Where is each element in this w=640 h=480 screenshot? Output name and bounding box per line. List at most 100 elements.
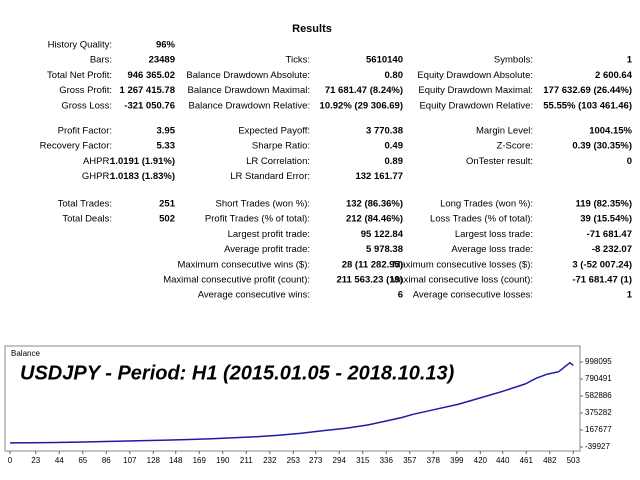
metric-value: 5.33 — [157, 141, 176, 152]
metric-label: Short Trades (won %): — [215, 199, 310, 210]
metric-value: 946 365.02 — [127, 70, 175, 81]
metric-value: 95 122.84 — [361, 229, 404, 240]
metric-label: Profit Trades (% of total): — [205, 214, 310, 225]
metric-label: Recovery Factor: — [40, 141, 112, 152]
metric-label: Balance Drawdown Relative: — [189, 100, 310, 111]
x-tick-label: 440 — [496, 456, 510, 465]
metric-value: -321 050.76 — [124, 100, 175, 111]
y-tick-label: 375282 — [585, 408, 612, 417]
x-tick-label: 211 — [240, 456, 253, 465]
x-tick-label: 253 — [287, 456, 301, 465]
x-tick-label: 44 — [55, 456, 64, 465]
metric-label: Maximum consecutive losses ($): — [393, 259, 533, 270]
metric-value: 3 770.38 — [366, 126, 403, 137]
y-tick-label: 167677 — [585, 425, 612, 434]
y-tick-label: 998095 — [585, 357, 612, 366]
metric-value: 1 267 415.78 — [120, 85, 175, 96]
metric-value: 132 (86.36%) — [346, 199, 403, 210]
metric-value: 6 — [398, 290, 403, 301]
x-tick-label: 336 — [380, 456, 394, 465]
metric-label: OnTester result: — [466, 156, 533, 167]
metric-label: Maximum consecutive wins ($): — [177, 259, 310, 270]
series-label: Balance — [11, 349, 40, 358]
y-tick-label: -39927 — [585, 442, 610, 451]
metric-value: 502 — [159, 214, 175, 225]
x-tick-label: 357 — [403, 456, 417, 465]
metric-label: Total Trades: — [58, 199, 112, 210]
y-tick-label: 790491 — [585, 374, 612, 383]
metric-label: Gross Profit: — [59, 85, 112, 96]
x-tick-label: 420 — [474, 456, 488, 465]
metric-label: Average profit trade: — [224, 244, 310, 255]
metric-label: Largest loss trade: — [455, 229, 533, 240]
metric-value: 177 632.69 (26.44%) — [543, 85, 632, 96]
metric-value: 0.80 — [385, 70, 404, 81]
metric-value: -71 681.47 — [587, 229, 632, 240]
metric-label: AHPR: — [83, 156, 112, 167]
x-tick-label: 0 — [8, 456, 13, 465]
metric-label: Equity Drawdown Maximal: — [418, 85, 533, 96]
metric-label: Average loss trade: — [451, 244, 533, 255]
x-tick-label: 232 — [263, 456, 277, 465]
metric-label: Ticks: — [286, 55, 310, 66]
metric-value: 1.0183 (1.83%) — [110, 171, 175, 182]
x-tick-label: 190 — [216, 456, 230, 465]
metric-value: -71 681.47 (1) — [572, 275, 632, 286]
metric-label: Gross Loss: — [61, 100, 112, 111]
metric-value: 2 600.64 — [595, 70, 633, 81]
x-tick-label: 86 — [102, 456, 111, 465]
metric-label: Maximal consecutive profit (count): — [163, 275, 310, 286]
metric-label: Equity Drawdown Relative: — [419, 100, 533, 111]
metric-label: LR Standard Error: — [230, 171, 310, 182]
metric-value: 3 (-52 007.24) — [572, 259, 632, 270]
metric-value: 211 563.23 (19) — [336, 275, 403, 286]
y-tick-label: 582886 — [585, 391, 612, 400]
metric-label: Balance Drawdown Absolute: — [186, 70, 310, 81]
metric-value: 39 (15.54%) — [580, 214, 632, 225]
metric-value: 1 — [627, 290, 633, 301]
metric-label: Z-Score: — [497, 141, 533, 152]
x-tick-label: 294 — [333, 456, 347, 465]
metric-label: Average consecutive wins: — [198, 290, 310, 301]
metric-label: Largest profit trade: — [228, 229, 310, 240]
balance-line — [9, 361, 574, 444]
metric-value: 0 — [627, 156, 632, 167]
metric-value: 28 (11 282.95) — [342, 259, 403, 270]
metric-value: 0.39 (30.35%) — [572, 141, 632, 152]
metric-value: 0.49 — [385, 141, 404, 152]
metric-label: Bars: — [90, 55, 112, 66]
metric-label: LR Correlation: — [246, 156, 310, 167]
metric-value: 96% — [156, 40, 176, 51]
metric-value: -8 232.07 — [592, 244, 632, 255]
metric-value: 10.92% (29 306.69) — [320, 100, 403, 111]
metric-value: 1.0191 (1.91%) — [110, 156, 175, 167]
metric-label: GHPR: — [82, 171, 112, 182]
metric-value: 55.55% (103 461.46) — [543, 100, 632, 111]
x-tick-label: 128 — [147, 456, 161, 465]
metric-value: 1004.15% — [589, 126, 632, 137]
x-tick-label: 399 — [450, 456, 464, 465]
x-tick-label: 315 — [356, 456, 370, 465]
metric-label: Sharpe Ratio: — [252, 141, 310, 152]
x-tick-label: 273 — [309, 456, 323, 465]
metric-label: Long Trades (won %): — [440, 199, 533, 210]
x-tick-label: 482 — [543, 456, 557, 465]
metric-value: 119 (82.35%) — [575, 199, 632, 210]
metric-value: 1 — [627, 55, 633, 66]
metric-value: 3.95 — [157, 126, 176, 137]
x-tick-label: 378 — [427, 456, 441, 465]
metric-value: 23489 — [149, 55, 175, 66]
metric-value: 251 — [159, 199, 176, 210]
metric-label: Expected Payoff: — [238, 126, 310, 137]
metric-value: 212 (84.46%) — [346, 214, 403, 225]
metric-value: 132 161.77 — [355, 171, 403, 182]
metric-label: Total Net Profit: — [47, 70, 112, 81]
metric-value: 5 978.38 — [366, 244, 403, 255]
metric-value: 5610140 — [366, 55, 403, 66]
x-tick-label: 169 — [193, 456, 207, 465]
x-tick-label: 461 — [520, 456, 534, 465]
metric-value: 71 681.47 (8.24%) — [325, 85, 403, 96]
x-tick-label: 107 — [123, 456, 137, 465]
metric-label: Margin Level: — [476, 126, 533, 137]
